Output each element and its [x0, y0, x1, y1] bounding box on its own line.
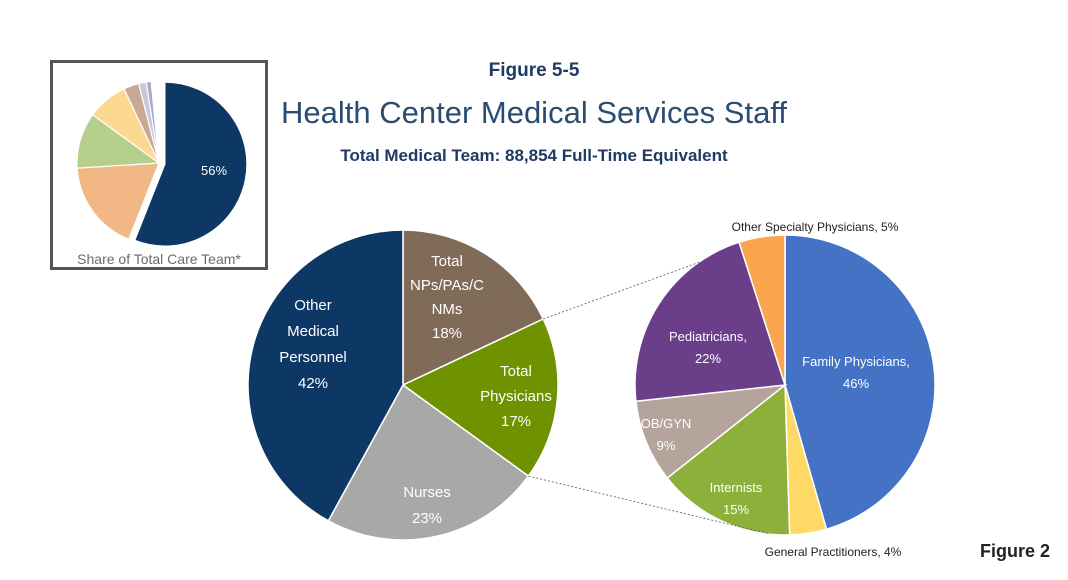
connector-line-bottom	[528, 475, 771, 535]
phys-slice-2-label-line-1: 15%	[723, 502, 749, 517]
main-slice-0-label-line-0: Total	[431, 253, 463, 270]
main-slice-1-label-line-2: 17%	[501, 413, 531, 430]
inset-slice-1	[76, 162, 160, 241]
phys-slice-2-label-line-0: Internists	[710, 480, 763, 495]
phys-slice-4-label-line-1: 22%	[695, 351, 721, 366]
inset-slice-0-label: 56%	[201, 163, 227, 178]
inset-caption: Share of Total Care Team*	[77, 251, 241, 267]
phys-slice-3	[635, 383, 788, 480]
main-slice-0	[402, 229, 545, 387]
phys-slice-0-label-line-0: Family Physicians,	[802, 354, 910, 369]
phys-slice-3-label-line-0: OB/GYN	[641, 416, 692, 431]
inset-slice-7	[150, 80, 160, 164]
corner-figure-label: Figure 2	[979, 541, 1050, 561]
phys-slice-2	[666, 383, 791, 536]
phys-slice-0	[784, 234, 936, 531]
phys-slice-4-label-line-0: Pediatricians,	[669, 329, 747, 344]
main-slice-3	[247, 229, 404, 522]
phys-slice-5	[738, 234, 786, 386]
main-slice-1-label-line-0: Total	[500, 363, 532, 380]
phys-slice-5-label-line-0: Other Specialty Physicians, 5%	[732, 220, 899, 234]
main-slice-1-label-line-1: Physicians	[480, 388, 552, 405]
main-slice-2-label-line-0: Nurses	[403, 484, 451, 501]
main-slice-3-label-line-2: Personnel	[279, 349, 347, 366]
inset-slice-0	[133, 81, 248, 247]
main-slice-2	[327, 383, 530, 541]
main-slice-0-label-line-3: 18%	[432, 325, 462, 342]
main-slice-3-label-line-0: Other	[294, 297, 332, 314]
main-slice-3-label-line-1: Medical	[287, 323, 339, 340]
main-slice-1	[401, 318, 559, 478]
phys-slice-4	[634, 241, 786, 403]
phys-slice-0-label-line-1: 46%	[843, 376, 869, 391]
chart-subtitle: Total Medical Team: 88,854 Full-Time Equ…	[340, 146, 728, 165]
phys-slice-1-label-line-0: General Practitioners, 4%	[765, 545, 902, 559]
main-slice-3-label-line-3: 42%	[298, 375, 328, 392]
figure-label: Figure 5-5	[488, 60, 580, 81]
main-slice-2-label-line-1: 23%	[412, 510, 442, 527]
chart-title: Health Center Medical Services Staff	[281, 95, 787, 130]
main-slice-0-label-line-2: NMs	[432, 301, 463, 318]
main-slice-0-label-line-1: NPs/PAs/C	[410, 277, 484, 294]
phys-slice-3-label-line-1: 9%	[657, 438, 676, 453]
